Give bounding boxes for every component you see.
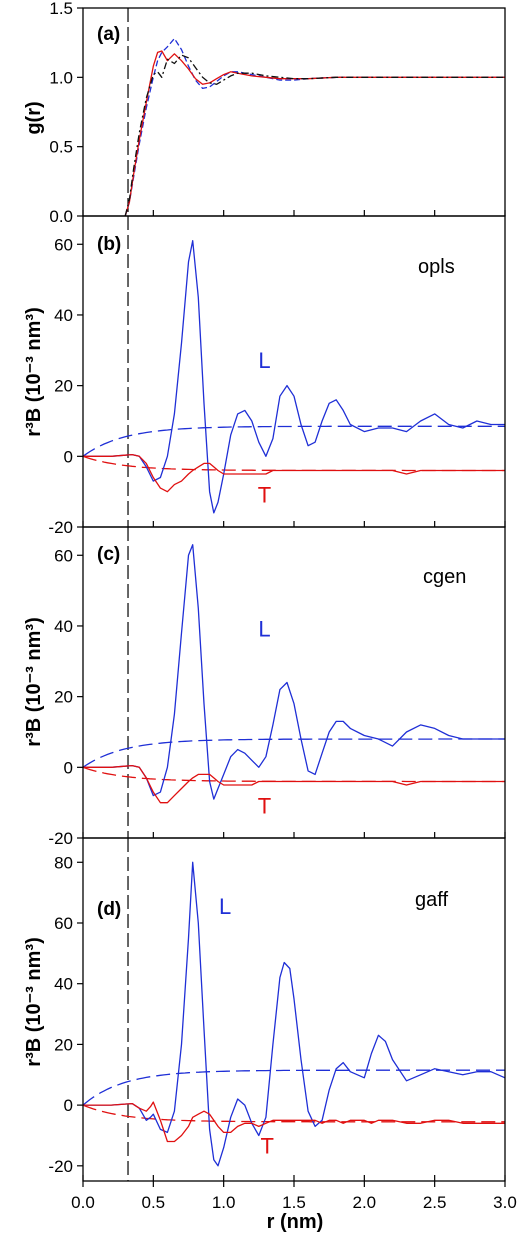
- y-tick-label-d-4: 60: [54, 914, 73, 933]
- y-axis-title-c: r³B (10⁻³ nm³): [23, 617, 45, 746]
- y-tick-label-c-3: 40: [54, 617, 73, 636]
- x-tick-label-3: 1.5: [282, 1193, 306, 1212]
- panel-label-c: (c): [97, 544, 120, 565]
- series-label-c-1: T: [258, 793, 271, 818]
- series-label-c-0: L: [258, 617, 270, 642]
- plot-frame-a: [82, 7, 506, 217]
- series-label-b-0: L: [258, 348, 270, 373]
- y-tick-label-b-3: 40: [54, 306, 73, 325]
- panel-c: (c) cgen r³B (10⁻³ nm³) -20 0 20 40 60 L T: [23, 526, 506, 848]
- y-tick-label-d-1: 0: [64, 1096, 73, 1115]
- x-tick-label-1: 0.5: [142, 1193, 166, 1212]
- y-tick-label-c-1: 0: [64, 758, 73, 777]
- y-tick-label-c-0: -20: [48, 829, 73, 848]
- plot-frame-d: [82, 837, 506, 1182]
- fit-curve-d-1: [82, 1104, 505, 1123]
- series-line-b-0: [83, 240, 505, 514]
- y-axis-title-d: r³B (10⁻³ nm³): [23, 937, 45, 1066]
- panel-d: (d) gaff r³B (10⁻³ nm³) r (nm) -20 0 20 40 6…: [23, 837, 517, 1233]
- series-line-a-2: [124, 54, 505, 217]
- model-label-c: cgen: [423, 566, 466, 588]
- series-label-d-1: T: [261, 1134, 274, 1159]
- y-tick-label-d-5: 80: [54, 853, 73, 872]
- series-line-c-1: [83, 764, 505, 804]
- panel-a: (a) g(r) 0.0 0.5 1.0 1.5: [23, 0, 506, 226]
- x-tick-label-0: 0.0: [71, 1193, 95, 1212]
- series-line-c-0: [83, 544, 505, 800]
- series-label-b-1: T: [258, 482, 271, 507]
- y-tick-label-a-3: 1.5: [49, 0, 73, 18]
- model-label-b: opls: [418, 256, 455, 278]
- x-tick-label-6: 3.0: [493, 1193, 517, 1212]
- y-tick-label-a-2: 1.0: [49, 68, 73, 87]
- y-tick-label-a-1: 0.5: [49, 138, 73, 157]
- y-tick-label-b-2: 20: [54, 377, 73, 396]
- y-tick-label-c-4: 60: [54, 546, 73, 565]
- panel-b: (b) opls r³B (10⁻³ nm³) -20 0 20 40 60 L T: [23, 215, 506, 537]
- y-tick-label-b-4: 60: [54, 235, 73, 254]
- fit-curve-c-0: [82, 738, 505, 768]
- series-line-d-1: [83, 1101, 505, 1143]
- x-tick-label-5: 2.5: [423, 1193, 447, 1212]
- y-axis-title-a: g(r): [23, 101, 45, 134]
- series-line-b-1: [83, 453, 505, 493]
- panel-label-d: (d): [97, 899, 121, 920]
- y-tick-label-b-0: -20: [48, 518, 73, 537]
- fit-curve-d-0: [82, 1069, 505, 1106]
- model-label-d: gaff: [415, 889, 448, 911]
- x-tick-label-2: 1.0: [212, 1193, 236, 1212]
- y-tick-label-d-0: -20: [48, 1157, 73, 1176]
- x-axis-title: r (nm): [267, 1211, 324, 1233]
- y-axis-title-b: r³B (10⁻³ nm³): [23, 307, 45, 436]
- series-label-d-0: L: [219, 894, 231, 919]
- fit-curve-b-0: [82, 425, 505, 457]
- y-tick-label-d-2: 20: [54, 1035, 73, 1054]
- series-line-a-0: [124, 37, 505, 217]
- y-tick-label-b-1: 0: [64, 447, 73, 466]
- y-tick-label-d-3: 40: [54, 975, 73, 994]
- x-tick-label-4: 2.0: [353, 1193, 377, 1212]
- y-tick-label-a-0: 0.0: [49, 207, 73, 226]
- y-tick-label-c-2: 20: [54, 688, 73, 707]
- panel-label-a: (a): [97, 24, 120, 45]
- series-line-a-1: [124, 50, 505, 217]
- series-line-d-0: [83, 861, 506, 1167]
- panel-label-b: (b): [97, 234, 121, 255]
